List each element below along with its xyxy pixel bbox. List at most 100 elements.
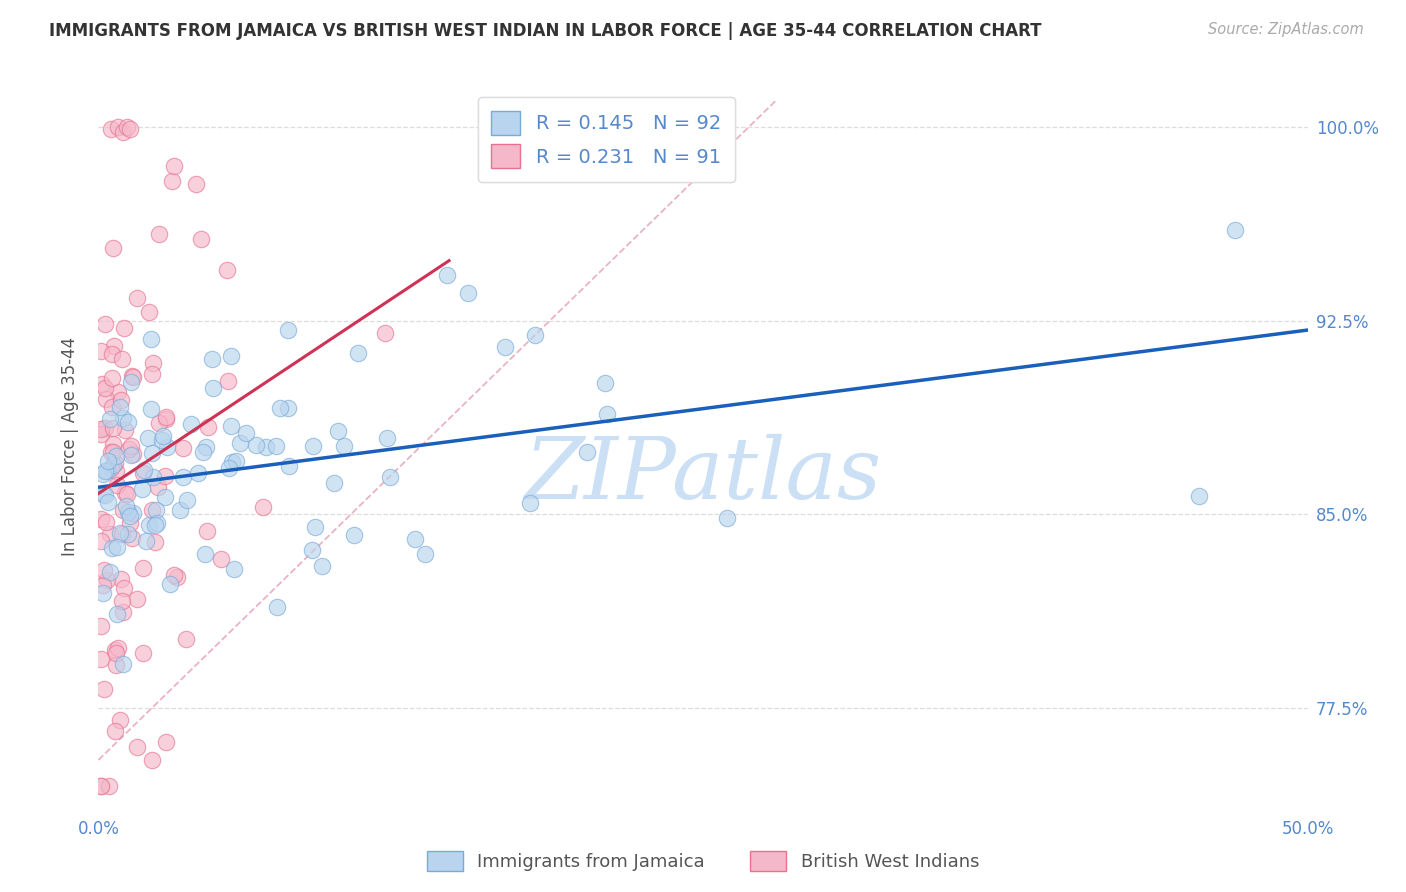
- Point: [94, 516, 117, 530]
- Point: [332, 439, 354, 453]
- Point: [254, 440, 277, 454]
- Point: [277, 401, 299, 415]
- Point: [195, 440, 218, 454]
- Point: [112, 657, 135, 671]
- Point: [169, 503, 191, 517]
- Point: [110, 525, 132, 540]
- Point: [194, 547, 217, 561]
- Point: [104, 646, 127, 660]
- Point: [96, 465, 118, 479]
- Point: [121, 369, 143, 384]
- Point: [163, 160, 186, 174]
- Point: [90, 422, 112, 436]
- Point: [91, 486, 114, 500]
- Point: [1223, 223, 1246, 237]
- Point: [141, 503, 163, 517]
- Point: [278, 459, 301, 474]
- Point: [97, 454, 120, 468]
- Point: [127, 291, 149, 305]
- Point: [111, 352, 134, 367]
- Point: [96, 573, 118, 587]
- Point: [219, 419, 242, 434]
- Point: [100, 122, 122, 136]
- Point: [143, 535, 166, 549]
- Point: [115, 487, 138, 501]
- Point: [302, 439, 325, 453]
- Point: [266, 599, 288, 614]
- Point: [118, 516, 141, 530]
- Point: [229, 435, 252, 450]
- Point: [166, 570, 188, 584]
- Point: [101, 445, 124, 459]
- Point: [91, 376, 114, 391]
- Point: [94, 380, 117, 394]
- Point: [152, 433, 174, 447]
- Point: [596, 407, 619, 421]
- Point: [117, 120, 139, 134]
- Point: [141, 446, 163, 460]
- Point: [380, 470, 402, 484]
- Point: [112, 410, 135, 425]
- Point: [180, 417, 202, 432]
- Point: [107, 120, 129, 134]
- Point: [266, 439, 288, 453]
- Point: [105, 477, 128, 491]
- Point: [96, 392, 118, 406]
- Point: [94, 488, 117, 502]
- Point: [107, 384, 129, 399]
- Point: [100, 445, 122, 459]
- Point: [148, 227, 170, 242]
- Point: [346, 345, 368, 359]
- Point: [117, 415, 139, 429]
- Point: [304, 520, 326, 534]
- Point: [112, 320, 135, 334]
- Point: [141, 367, 163, 381]
- Point: [100, 371, 122, 385]
- Point: [114, 423, 136, 437]
- Point: [202, 381, 225, 395]
- Point: [125, 591, 148, 606]
- Point: [114, 486, 136, 500]
- Point: [94, 464, 117, 478]
- Point: [224, 562, 246, 576]
- Point: [163, 568, 186, 582]
- Point: [120, 376, 142, 390]
- Point: [322, 476, 344, 491]
- Point: [159, 577, 181, 591]
- Point: [187, 466, 209, 480]
- Point: [107, 640, 129, 655]
- Point: [112, 605, 135, 619]
- Point: [141, 753, 163, 767]
- Point: [121, 532, 143, 546]
- Point: [404, 533, 426, 547]
- Point: [90, 427, 112, 442]
- Point: [122, 506, 145, 520]
- Point: [301, 543, 323, 558]
- Point: [104, 464, 127, 478]
- Point: [108, 714, 131, 728]
- Point: [127, 740, 149, 755]
- Point: [100, 400, 122, 414]
- Point: [218, 461, 240, 475]
- Point: [152, 429, 174, 443]
- Point: [90, 534, 112, 549]
- Text: Source: ZipAtlas.com: Source: ZipAtlas.com: [1208, 22, 1364, 37]
- Point: [93, 467, 115, 481]
- Point: [201, 351, 224, 366]
- Point: [120, 439, 142, 453]
- Point: [457, 286, 479, 301]
- Point: [91, 586, 114, 600]
- Point: [135, 533, 157, 548]
- Point: [153, 490, 176, 504]
- Point: [93, 578, 115, 592]
- Point: [374, 326, 396, 340]
- Point: [225, 454, 247, 468]
- Point: [172, 442, 194, 456]
- Point: [215, 262, 238, 277]
- Point: [98, 565, 121, 579]
- Point: [103, 458, 125, 472]
- Point: [90, 779, 112, 793]
- Point: [221, 454, 243, 468]
- Point: [132, 561, 155, 575]
- Point: [111, 125, 134, 139]
